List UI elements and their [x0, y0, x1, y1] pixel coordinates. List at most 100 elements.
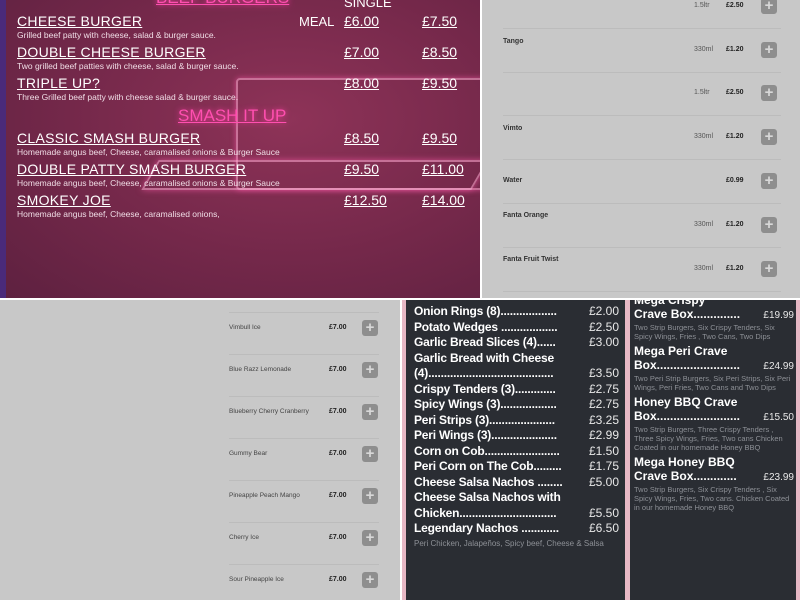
side-item-name: Legendary Nachos ............	[414, 521, 559, 535]
side-item-name: Chicken...............................	[414, 505, 557, 520]
burger-item-name: DOUBLE CHEESE BURGER	[17, 44, 206, 60]
add-to-cart-button[interactable]: +	[761, 217, 777, 233]
box-description: Two Strip Burgers, Three Crispy Tenders …	[634, 425, 783, 452]
drink-price: £2.50	[726, 2, 744, 9]
add-to-cart-button[interactable]: +	[362, 572, 378, 588]
drink-size: 330ml	[694, 221, 714, 228]
add-to-cart-button[interactable]: +	[761, 85, 777, 101]
side-item-price: £6.50	[588, 521, 619, 535]
burger-item-row: CHEESE BURGER £6.00 £7.50	[17, 13, 477, 30]
side-item-note: Peri Chicken, Jalapeños, Spicy beef, Che…	[414, 538, 604, 548]
box-name-row: Crave Box.............. £19.99	[634, 307, 794, 323]
meal-price: £7.50	[422, 13, 458, 29]
add-to-cart-button[interactable]: +	[761, 261, 777, 277]
add-to-cart-button[interactable]: +	[362, 530, 378, 546]
drink-size: 330ml	[694, 265, 714, 272]
burger-item-name: SMOKEY JOE	[17, 192, 111, 208]
sides-menu-panel: Onion Rings (8).................. £2.00 Po…	[402, 300, 800, 600]
slush-price: £7.00	[329, 324, 347, 331]
divider	[503, 115, 781, 116]
side-item-row: (4).....................................…	[414, 366, 619, 380]
box-description: Two Peri Strip Burgers, Six Peri Strips,…	[634, 374, 791, 392]
side-item-name: Crispy Tenders (3).............	[414, 381, 556, 396]
slush-name: Blueberry Cherry Cranberry	[229, 408, 309, 415]
add-to-cart-button[interactable]: +	[362, 320, 378, 336]
side-item-row: Chicken............................... £5…	[414, 506, 619, 520]
side-item-name: Garlic Bread with Cheese	[414, 350, 554, 365]
crave-box-item: Honey BBQ Crave Box......................…	[634, 395, 794, 452]
side-item-row: Garlic Bread with Cheese	[414, 351, 619, 365]
single-price: £7.00	[344, 44, 380, 60]
box-price: £15.50	[763, 412, 794, 423]
meal-price: £9.50	[422, 130, 458, 146]
add-to-cart-button[interactable]: +	[362, 488, 378, 504]
slush-price: £7.00	[329, 534, 347, 541]
box-name-cont: Box.........................	[634, 358, 741, 372]
side-item-row: Crispy Tenders (3)............. £2.75	[414, 382, 619, 396]
neon-sign-decoration	[236, 78, 480, 190]
add-to-cart-button[interactable]: +	[761, 129, 777, 145]
burger-item-row: DOUBLE PATTY SMASH BURGER £9.50 £11.00	[17, 161, 477, 178]
burger-menu-panel: BEEF BURGERS SINGLE MEAL CHEESE BURGER £6…	[0, 0, 480, 298]
box-name-cont: Crave Box..............	[634, 307, 741, 321]
side-item-price: £2.50	[588, 319, 619, 334]
crave-box-item: Mega Crispy Crave Box.............. £19.99…	[634, 300, 794, 341]
add-to-cart-button[interactable]: +	[761, 0, 777, 14]
side-item-row: Legendary Nachos ............ £6.50	[414, 521, 619, 535]
side-item-price: £2.75	[588, 397, 619, 411]
side-item-name: Potato Wedges ..................	[414, 319, 558, 334]
side-item-price: £5.00	[588, 474, 619, 489]
slush-name: Cherry Ice	[229, 534, 259, 541]
box-name: Mega Peri Crave	[634, 344, 728, 358]
burger-item-name: CLASSIC SMASH BURGER	[17, 130, 201, 146]
add-to-cart-button[interactable]: +	[761, 173, 777, 189]
side-item-row: Cheese Salsa Nachos ........ £5.00	[414, 475, 619, 489]
burger-item-description: Homemade angus beef, Cheese, caramalised…	[17, 178, 280, 188]
side-item-name: Peri Strips (3).....................	[414, 412, 555, 427]
divider	[229, 396, 379, 397]
single-price: £8.50	[344, 130, 380, 146]
burger-item-description: Homemade angus beef, Cheese, caramalised…	[17, 147, 280, 157]
side-item-name: Cheese Salsa Nachos ........	[414, 474, 563, 489]
box-name: Mega Crispy	[634, 300, 706, 307]
add-to-cart-button[interactable]: +	[362, 404, 378, 420]
side-item-name: Peri Wings (3).....................	[414, 428, 557, 442]
section-title: BEEF BURGERS	[156, 0, 289, 8]
side-item-price: £1.75	[588, 459, 619, 473]
divider	[229, 522, 379, 523]
slush-name: Sour Pineapple Ice	[229, 576, 284, 583]
add-to-cart-button[interactable]: +	[362, 362, 378, 378]
burger-item: DOUBLE PATTY SMASH BURGER £9.50 £11.00 Home…	[17, 161, 477, 189]
burger-item: DOUBLE CHEESE BURGER £7.00 £8.50 Two grille…	[17, 44, 477, 72]
box-description: Two Strip Burgers, Six Crispy Tenders, S…	[634, 323, 775, 341]
drink-name: Water	[503, 177, 523, 184]
box-price: £23.99	[763, 472, 794, 483]
side-item-row: Garlic Bread Slices (4)...... £3.00	[414, 335, 619, 349]
single-price: £8.00	[344, 75, 380, 91]
box-name-cont: Crave Box.............	[634, 469, 737, 483]
add-to-cart-button[interactable]: +	[362, 446, 378, 462]
side-item-name: Spicy Wings (3)..................	[414, 397, 557, 411]
drink-price: £0.99	[726, 177, 744, 184]
box-name-cont: Box.........................	[634, 409, 741, 423]
side-item-row: Peri Corn on The Cob......... £1.75	[414, 459, 619, 473]
box-price: £24.99	[763, 361, 794, 372]
burger-item-description: Homemade angus beef, Cheese, caramalised…	[17, 209, 220, 219]
slush-price: £7.00	[329, 450, 347, 457]
divider	[503, 28, 781, 29]
drink-price: £1.20	[726, 46, 744, 53]
burger-item-description: Two grilled beef patties with cheese, sa…	[17, 61, 239, 71]
single-price: £9.50	[344, 161, 380, 177]
crave-box-item: Mega Peri Crave Box......................…	[634, 344, 794, 392]
slush-list-panel: Vimbull Ice £7.00 + Blue Razz Lemonade £7.00…	[0, 300, 400, 600]
side-item-price: £3.25	[588, 412, 619, 427]
side-item-price: £2.75	[588, 381, 619, 396]
divider	[503, 72, 781, 73]
burger-item-name: TRIPLE UP?	[17, 75, 101, 91]
crave-box-item: Mega Honey BBQ Crave Box............. £23.…	[634, 455, 794, 512]
divider	[503, 203, 781, 204]
add-to-cart-button[interactable]: +	[761, 42, 777, 58]
side-item-row: Peri Wings (3)..................... £2.99	[414, 428, 619, 442]
burger-item-name: DOUBLE PATTY SMASH BURGER	[17, 161, 247, 177]
drink-name: Fanta Fruit Twist	[503, 256, 559, 263]
